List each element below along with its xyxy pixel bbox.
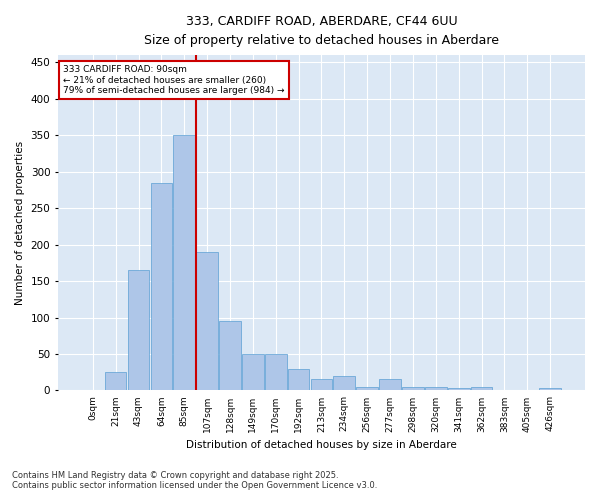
Bar — [311, 380, 332, 390]
Bar — [539, 388, 561, 390]
Bar — [242, 354, 264, 391]
X-axis label: Distribution of detached houses by size in Aberdare: Distribution of detached houses by size … — [186, 440, 457, 450]
Y-axis label: Number of detached properties: Number of detached properties — [15, 140, 25, 305]
Text: 333 CARDIFF ROAD: 90sqm
← 21% of detached houses are smaller (260)
79% of semi-d: 333 CARDIFF ROAD: 90sqm ← 21% of detache… — [63, 65, 285, 95]
Bar — [402, 387, 424, 390]
Bar — [356, 387, 378, 390]
Bar — [334, 376, 355, 390]
Bar — [265, 354, 287, 391]
Bar — [425, 387, 446, 390]
Bar — [219, 321, 241, 390]
Text: Contains HM Land Registry data © Crown copyright and database right 2025.
Contai: Contains HM Land Registry data © Crown c… — [12, 470, 377, 490]
Bar — [379, 380, 401, 390]
Bar — [173, 136, 195, 390]
Title: 333, CARDIFF ROAD, ABERDARE, CF44 6UU
Size of property relative to detached hous: 333, CARDIFF ROAD, ABERDARE, CF44 6UU Si… — [144, 15, 499, 47]
Bar — [105, 372, 127, 390]
Bar — [151, 182, 172, 390]
Bar — [128, 270, 149, 390]
Bar — [196, 252, 218, 390]
Bar — [288, 368, 310, 390]
Bar — [448, 388, 470, 390]
Bar — [471, 387, 493, 390]
